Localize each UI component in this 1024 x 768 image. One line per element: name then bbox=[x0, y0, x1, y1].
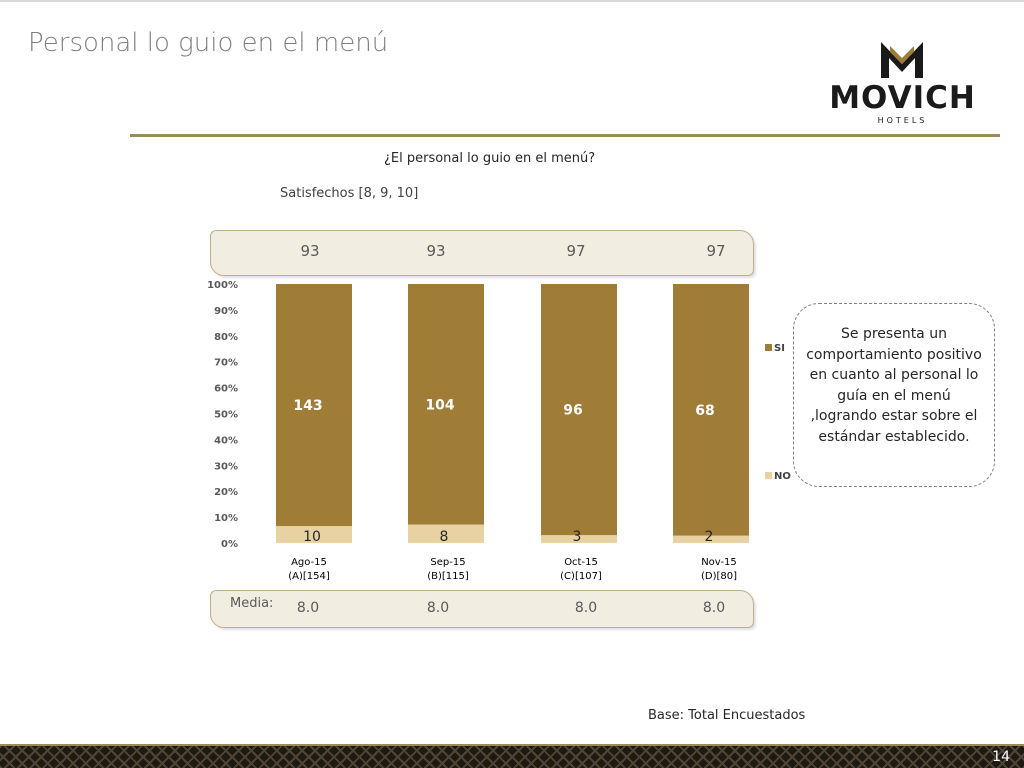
data-label-si: 68 bbox=[695, 403, 714, 419]
y-tick-label: 30% bbox=[214, 461, 238, 472]
period-month: Nov-15 bbox=[701, 557, 737, 568]
insight-text: Se presenta un comportamiento positivo e… bbox=[806, 326, 982, 445]
data-label-si: 104 bbox=[425, 397, 454, 413]
bar-segment-si bbox=[276, 284, 352, 527]
satisfied-band bbox=[210, 230, 754, 276]
y-tick-label: 20% bbox=[214, 487, 238, 498]
period-base: (A)[154] bbox=[288, 571, 330, 582]
top-border bbox=[0, 0, 1024, 2]
satisfied-value: 93 bbox=[300, 242, 320, 260]
data-label-si: 96 bbox=[563, 403, 582, 419]
media-value: 8.0 bbox=[296, 600, 320, 616]
media-value: 8.0 bbox=[702, 600, 726, 616]
insight-callout: Se presenta un comportamiento positivo e… bbox=[793, 303, 995, 487]
bar-segment-si bbox=[541, 284, 617, 536]
footer-pattern bbox=[0, 746, 1024, 768]
movich-logo: MOVICH HOTELS bbox=[815, 38, 990, 125]
x-axis-label: Oct-15 (C)[107] bbox=[546, 556, 616, 584]
legend-swatch bbox=[765, 344, 772, 351]
data-label-no: 10 bbox=[303, 529, 321, 545]
x-axis-label: Ago-15 (A)[154] bbox=[274, 556, 344, 584]
data-label-no: 8 bbox=[440, 529, 449, 545]
satisfied-value: 97 bbox=[706, 242, 726, 260]
media-value: 8.0 bbox=[574, 600, 598, 616]
y-tick-label: 90% bbox=[214, 306, 238, 317]
logo-wordmark: MOVICH bbox=[829, 80, 976, 116]
header-rule bbox=[130, 134, 1000, 137]
logo-subtext: HOTELS bbox=[877, 116, 928, 125]
y-tick-label: 70% bbox=[214, 358, 238, 369]
chart-question: ¿El personal lo guio en el menú? bbox=[384, 151, 596, 166]
media-label: Media: bbox=[230, 596, 274, 611]
y-tick-label: 50% bbox=[214, 410, 238, 421]
logo-emblem-icon bbox=[881, 42, 923, 78]
period-month: Oct-15 bbox=[564, 557, 598, 568]
y-tick-label: 40% bbox=[214, 435, 238, 446]
footer-band bbox=[0, 746, 1024, 768]
period-base: (C)[107] bbox=[560, 571, 602, 582]
legend-label: NO bbox=[774, 471, 791, 482]
stacked-bar-chart: 0% 10% 20% 30% 40% 50% 60% 70% 80% 90% 100% 143 10 10… bbox=[207, 280, 791, 550]
period-month: Ago-15 bbox=[291, 557, 327, 568]
slide-title: Personal lo guio en el menú bbox=[28, 28, 389, 58]
bar-segment-si bbox=[673, 284, 749, 536]
y-tick-label: 100% bbox=[207, 280, 238, 291]
satisfied-value: 97 bbox=[566, 242, 586, 260]
x-axis-label: Sep-15 (B)[115] bbox=[413, 556, 483, 584]
data-label-no: 3 bbox=[573, 529, 582, 545]
y-tick-label: 80% bbox=[214, 332, 238, 343]
base-note: Base: Total Encuestados bbox=[648, 708, 806, 723]
period-month: Sep-15 bbox=[430, 557, 466, 568]
period-base: (D)[80] bbox=[700, 571, 738, 582]
bar-segment-no bbox=[541, 535, 617, 543]
y-tick-label: 10% bbox=[214, 513, 238, 524]
footer-rule bbox=[0, 744, 1024, 747]
satisfied-value: 93 bbox=[426, 242, 446, 260]
x-axis-label: Nov-15 (D)[80] bbox=[684, 556, 754, 584]
chart-subtitle: Satisfechos [8, 9, 10] bbox=[280, 186, 419, 201]
period-base: (B)[115] bbox=[427, 571, 469, 582]
legend-swatch bbox=[765, 472, 772, 479]
legend-label: SI bbox=[774, 343, 785, 354]
data-label-si: 143 bbox=[293, 398, 322, 414]
bar-segment-no bbox=[408, 524, 484, 543]
data-label-no: 2 bbox=[705, 529, 714, 545]
media-value: 8.0 bbox=[426, 600, 450, 616]
y-tick-label: 60% bbox=[214, 384, 238, 395]
bar-segment-si bbox=[408, 284, 484, 525]
bar-segment-no bbox=[276, 526, 352, 543]
bar-segment-no bbox=[673, 535, 749, 543]
media-band bbox=[210, 590, 754, 628]
page-number: 14 bbox=[992, 749, 1010, 765]
y-tick-label: 0% bbox=[221, 539, 238, 550]
